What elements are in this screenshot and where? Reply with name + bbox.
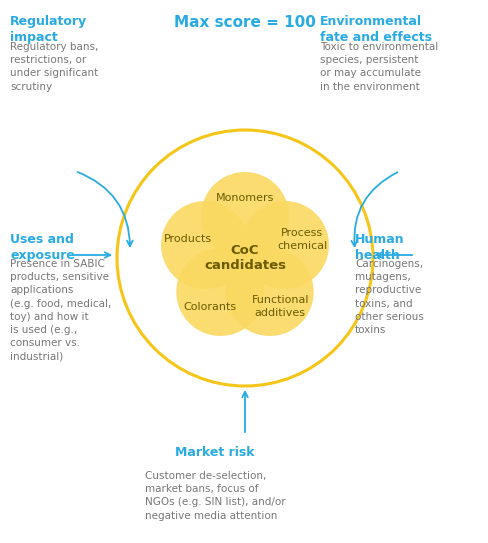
Text: Human
health: Human health <box>354 233 404 262</box>
Text: Functional
additives: Functional additives <box>251 295 308 318</box>
Text: Carcinogens,
mutagens,
reproductive
toxins, and
other serious
toxins: Carcinogens, mutagens, reproductive toxi… <box>354 259 423 335</box>
Circle shape <box>225 248 313 336</box>
Text: CoC
candidates: CoC candidates <box>203 244 285 272</box>
Text: Market risk: Market risk <box>175 446 254 459</box>
Circle shape <box>161 201 248 289</box>
Circle shape <box>241 201 328 289</box>
Text: Max score = 100: Max score = 100 <box>174 15 315 30</box>
Circle shape <box>201 172 288 260</box>
Text: Customer de-selection,
market bans, focus of
NGOs (e.g. SIN list), and/or
negati: Customer de-selection, market bans, focu… <box>145 471 285 521</box>
Text: Process
chemical: Process chemical <box>276 228 326 251</box>
Text: Monomers: Monomers <box>215 193 274 203</box>
Text: Toxic to environmental
species, persistent
or may accumulate
in the environment: Toxic to environmental species, persiste… <box>319 42 437 92</box>
Text: Regulatory
impact: Regulatory impact <box>10 15 87 44</box>
Text: Presence in SABIC
products, sensitive
applications
(e.g. food, medical,
toy) and: Presence in SABIC products, sensitive ap… <box>10 259 111 362</box>
Text: Uses and
exposure: Uses and exposure <box>10 233 75 262</box>
Text: Colorants: Colorants <box>183 301 236 312</box>
Text: Products: Products <box>163 235 212 244</box>
Circle shape <box>176 248 264 336</box>
Text: Regulatory bans,
restrictions, or
under significant
scrutiny: Regulatory bans, restrictions, or under … <box>10 42 98 92</box>
Text: Environmental
fate and effects: Environmental fate and effects <box>319 15 431 44</box>
